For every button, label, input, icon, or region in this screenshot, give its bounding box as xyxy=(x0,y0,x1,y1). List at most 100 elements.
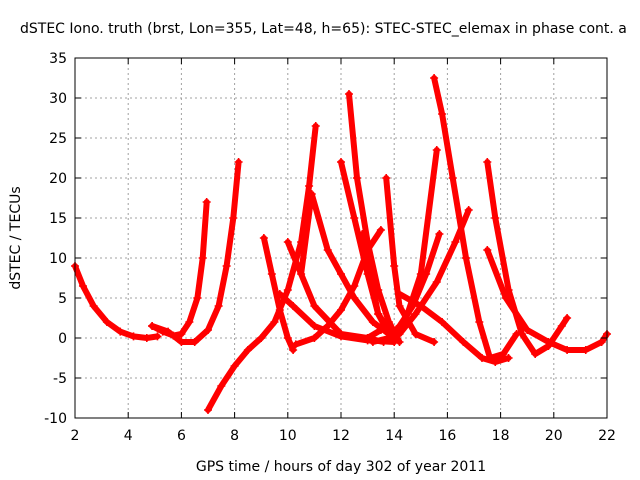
series-track xyxy=(149,159,242,345)
data-point xyxy=(517,330,526,338)
data-point xyxy=(275,306,284,314)
x-axis-title: GPS time / hours of day 302 of year 2011 xyxy=(196,459,486,475)
data-series xyxy=(368,230,444,346)
data-point xyxy=(230,362,239,370)
data-point xyxy=(504,354,513,362)
data-point xyxy=(310,302,319,310)
x-tick-label: 14 xyxy=(385,428,403,444)
data-point xyxy=(395,322,404,330)
chart-title: dSTEC Iono. truth (brst, Lon=355, Lat=48… xyxy=(20,21,627,37)
data-point xyxy=(477,354,486,362)
data-point xyxy=(311,122,320,130)
data-point xyxy=(323,246,332,254)
data-point xyxy=(310,322,319,330)
data-point xyxy=(337,306,345,314)
data-point xyxy=(563,314,572,322)
data-series xyxy=(297,190,393,338)
y-tick-label: 0 xyxy=(58,331,67,347)
data-point xyxy=(129,332,138,341)
data-point xyxy=(289,346,298,354)
data-point xyxy=(374,310,383,318)
data-point xyxy=(214,302,223,310)
data-point xyxy=(259,234,268,242)
data-point xyxy=(491,214,500,222)
x-tick-label: 16 xyxy=(438,428,456,444)
data-series xyxy=(71,262,162,342)
data-point xyxy=(432,146,441,154)
data-point xyxy=(435,230,444,238)
data-point xyxy=(307,190,316,198)
x-tick-label: 22 xyxy=(598,428,616,444)
x-tick-label: 12 xyxy=(332,428,350,444)
data-point xyxy=(142,334,151,342)
series-track xyxy=(484,247,610,353)
data-point xyxy=(283,334,292,342)
data-point xyxy=(217,382,226,390)
data-point xyxy=(411,310,420,318)
data-point xyxy=(229,214,238,222)
series-track xyxy=(484,159,571,357)
data-point xyxy=(267,270,276,278)
data-point xyxy=(368,318,377,326)
data-series xyxy=(483,158,572,358)
data-series xyxy=(204,122,320,414)
data-point xyxy=(350,294,359,302)
data-point xyxy=(438,110,447,118)
data-point xyxy=(395,338,404,346)
data-point xyxy=(198,254,207,262)
x-tick-label: 10 xyxy=(279,428,297,444)
data-point xyxy=(190,338,199,346)
data-point xyxy=(483,158,492,166)
data-point xyxy=(350,214,359,222)
x-tick-label: 20 xyxy=(545,428,563,444)
data-point xyxy=(368,338,377,346)
data-point xyxy=(337,270,345,278)
data-point xyxy=(289,302,298,310)
data-point xyxy=(382,174,391,182)
data-point xyxy=(323,322,332,330)
data-point xyxy=(352,174,361,182)
data-point xyxy=(344,90,353,98)
series-track xyxy=(149,199,210,339)
data-point xyxy=(283,286,292,294)
data-point xyxy=(148,322,157,330)
y-tick-label: -5 xyxy=(53,371,67,387)
data-point xyxy=(177,330,186,338)
series-track xyxy=(346,91,403,345)
data-point xyxy=(432,278,441,286)
data-point xyxy=(234,158,243,166)
data-series xyxy=(430,74,521,362)
data-series xyxy=(382,174,439,346)
data-point xyxy=(501,294,510,302)
data-series xyxy=(148,158,243,346)
data-point xyxy=(350,282,359,290)
x-tick-label: 4 xyxy=(124,428,133,444)
x-tick-label: 8 xyxy=(230,428,239,444)
series-track xyxy=(396,291,512,365)
y-tick-label: 25 xyxy=(49,131,67,147)
y-tick-label: 20 xyxy=(49,171,67,187)
data-point xyxy=(204,406,212,414)
data-point xyxy=(557,322,566,330)
y-tick-label: 5 xyxy=(58,291,67,307)
data-point xyxy=(459,338,468,346)
grid xyxy=(75,58,607,418)
data-point xyxy=(581,346,590,354)
data-point xyxy=(430,74,439,82)
data-point xyxy=(430,338,439,346)
data-point xyxy=(337,158,345,166)
data-point xyxy=(270,318,279,326)
data-point xyxy=(544,338,553,346)
data-point xyxy=(451,238,460,246)
y-tick-label: 10 xyxy=(49,251,67,267)
data-point xyxy=(89,302,98,310)
data-point xyxy=(204,326,212,334)
data-point xyxy=(153,332,162,341)
x-tick-label: 18 xyxy=(492,428,510,444)
data-point xyxy=(78,282,87,290)
data-series xyxy=(395,290,513,366)
data-point xyxy=(275,290,284,298)
y-tick-label: 30 xyxy=(49,91,67,107)
data-point xyxy=(291,340,300,349)
